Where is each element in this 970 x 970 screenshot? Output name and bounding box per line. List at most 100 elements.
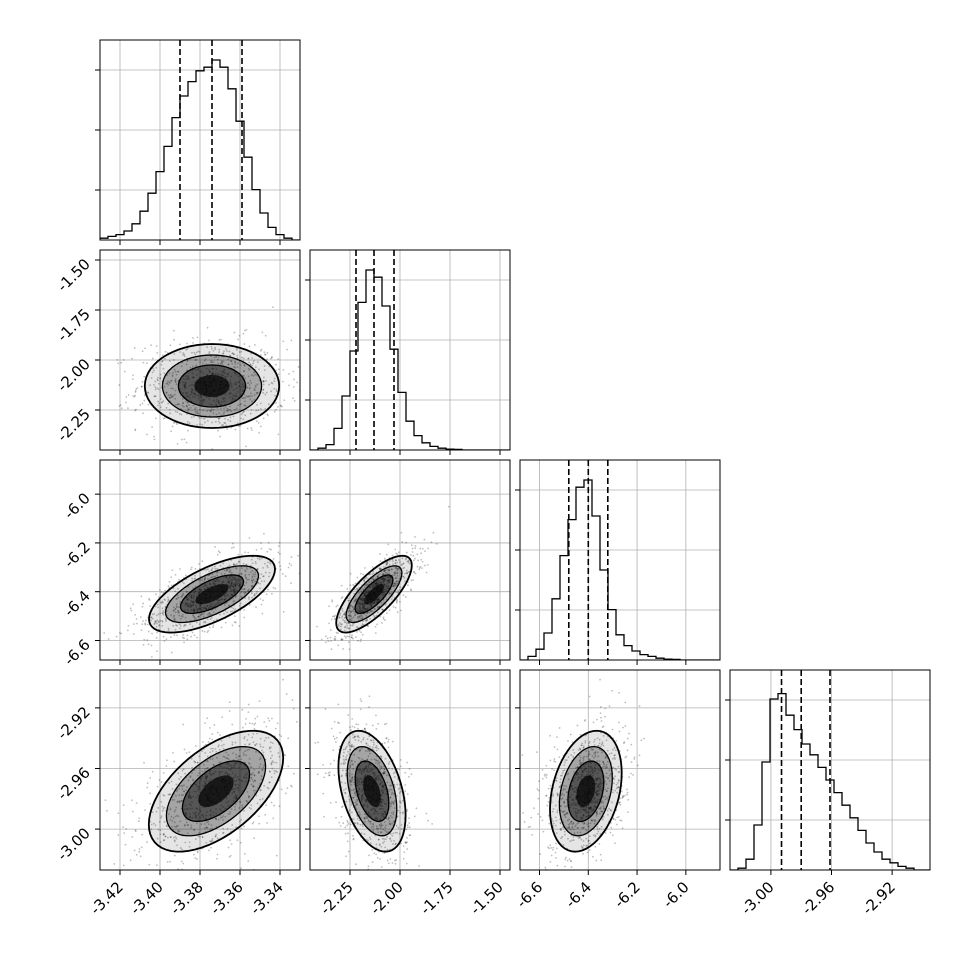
sample-point (158, 821, 161, 823)
sample-point (245, 581, 248, 584)
sample-point (222, 581, 225, 584)
sample-point (243, 584, 246, 587)
sample-point (363, 817, 366, 820)
sample-point (588, 825, 590, 828)
sample-point (431, 823, 434, 825)
sample-point (150, 344, 153, 347)
sample-point (213, 565, 216, 568)
sample-point (200, 606, 203, 609)
sample-point (234, 392, 237, 395)
sample-point (211, 372, 214, 375)
sample-point (353, 735, 356, 738)
sample-point (185, 378, 188, 381)
sample-point (247, 733, 250, 736)
sample-point (183, 624, 186, 626)
sample-point (160, 781, 163, 783)
sample-point (369, 768, 372, 771)
sample-point (173, 854, 176, 857)
sample-point (352, 583, 355, 586)
sample-point (350, 780, 353, 782)
sample-point (381, 591, 384, 594)
sample-point (190, 804, 193, 807)
sample-point (594, 770, 597, 773)
sample-point (237, 789, 240, 792)
sample-point (150, 644, 153, 647)
sample-point (196, 850, 199, 853)
sample-point (233, 796, 235, 799)
sample-point (211, 733, 214, 736)
sample-point (226, 428, 229, 430)
sample-point (174, 611, 177, 614)
sample-point (181, 785, 184, 788)
sample-point (400, 828, 403, 830)
sample-point (258, 556, 261, 559)
sample-point (347, 750, 349, 753)
sample-point (365, 799, 368, 802)
sample-point (358, 793, 360, 795)
sample-point (222, 819, 225, 821)
sample-point (369, 820, 372, 823)
sample-point (183, 386, 186, 389)
sample-point (237, 390, 239, 393)
sample-point (203, 588, 206, 590)
sample-point (141, 605, 144, 608)
sample-point (165, 620, 167, 622)
sample-point (240, 572, 243, 575)
sample-point (161, 600, 164, 603)
sample-point (262, 599, 265, 602)
sample-point (199, 408, 201, 411)
sample-point (372, 582, 375, 585)
sample-point (135, 388, 138, 390)
sample-point (153, 435, 155, 438)
sample-point (262, 417, 265, 420)
sample-point (351, 743, 353, 746)
sample-point (392, 832, 395, 835)
sample-point (633, 758, 636, 760)
sample-point (414, 572, 417, 575)
sample-point (382, 581, 385, 584)
sample-point (241, 567, 243, 570)
sample-point (179, 820, 182, 823)
sample-point (363, 594, 366, 597)
sample-point (174, 628, 177, 631)
sample-point (167, 629, 170, 632)
sample-point (250, 392, 252, 395)
sample-point (217, 429, 219, 432)
sample-point (205, 779, 208, 782)
sample-point (176, 403, 179, 406)
sample-point (378, 596, 381, 599)
sample-point (283, 399, 286, 402)
sample-point (163, 611, 165, 614)
sample-point (236, 354, 239, 357)
sample-point (218, 421, 221, 424)
sample-point (242, 752, 245, 755)
sample-point (610, 809, 613, 812)
sample-point (141, 402, 144, 405)
sample-point (206, 586, 209, 589)
sample-point (376, 606, 379, 609)
sample-point (178, 800, 181, 803)
sample-point (180, 799, 183, 802)
sample-point (379, 766, 381, 768)
contour-1 (164, 565, 260, 624)
sample-point (368, 581, 371, 584)
sample-point (177, 610, 180, 612)
sample-point (192, 604, 194, 607)
sample-point (185, 821, 188, 824)
sample-point (187, 377, 190, 380)
sample-point (180, 860, 183, 863)
sample-point (127, 624, 130, 627)
sample-point (395, 584, 398, 587)
sample-point (211, 347, 213, 350)
sample-point (210, 839, 213, 842)
sample-point (353, 792, 356, 795)
sample-point (185, 812, 188, 814)
sample-point (597, 786, 600, 789)
sample-point (197, 812, 200, 814)
sample-point (134, 429, 137, 432)
sample-point (184, 609, 186, 612)
sample-point (185, 348, 188, 351)
sample-point (168, 381, 171, 384)
sample-point (342, 755, 345, 757)
sample-point (250, 352, 253, 355)
